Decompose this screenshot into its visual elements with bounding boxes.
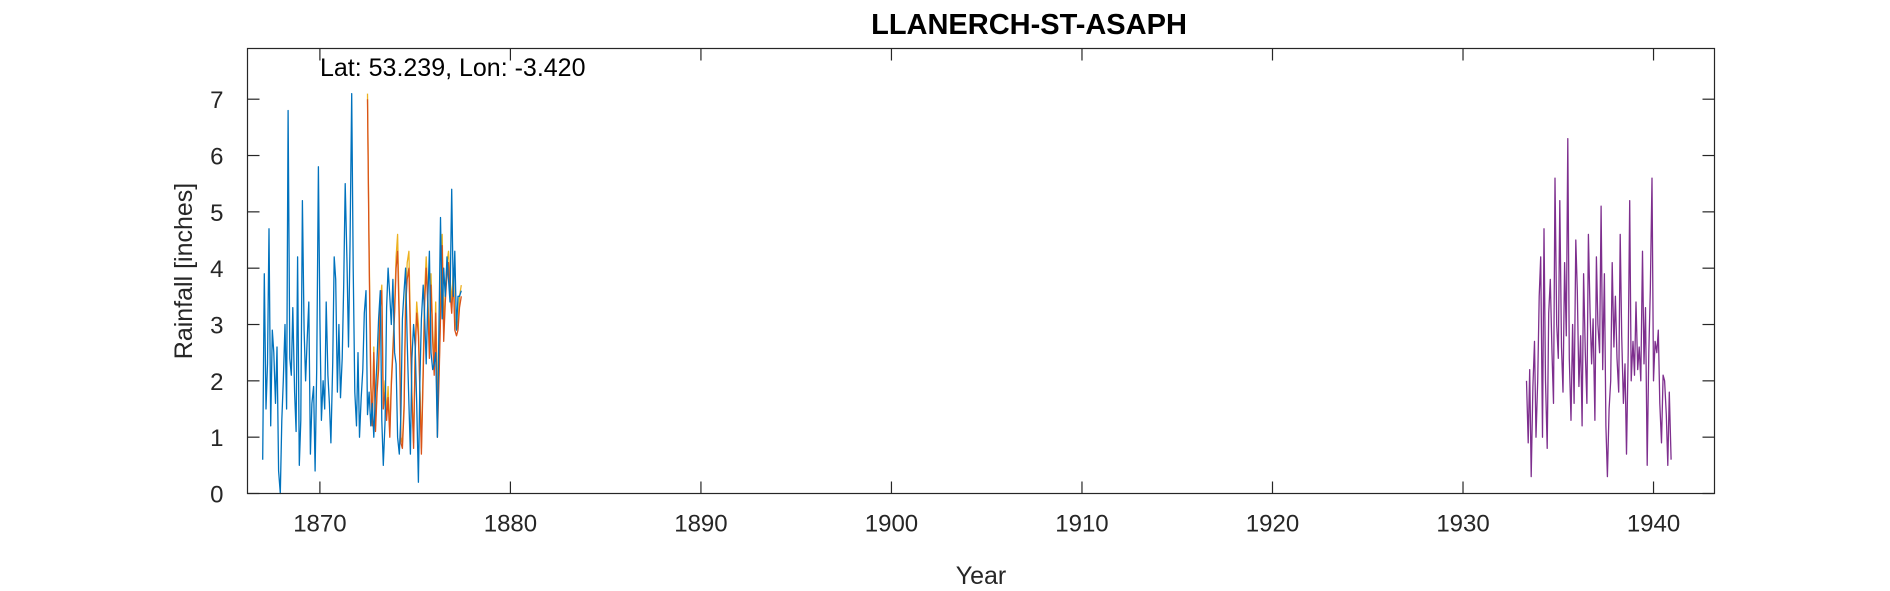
series-line-3: [262, 92, 462, 495]
plot-frame: [246, 47, 1716, 495]
y-tick-label: 4: [210, 256, 223, 283]
x-tick-label: 1900: [865, 511, 918, 538]
location-annotation: Lat: 53.239, Lon: -3.420: [320, 54, 586, 82]
x-tick-label: 1910: [1055, 511, 1108, 538]
x-tick-label: 1880: [484, 511, 537, 538]
y-tick-label: 2: [210, 369, 223, 396]
y-tick-label: 6: [210, 144, 223, 171]
x-axis-label: Year: [956, 562, 1007, 590]
x-tick-label: 1930: [1436, 511, 1489, 538]
y-tick-label: 7: [210, 87, 223, 114]
y-tick-label: 5: [210, 200, 223, 227]
chart-title: LLANERCH-ST-ASAPH: [871, 9, 1187, 41]
y-tick-label: 1: [210, 425, 223, 452]
y-axis-label: Rainfall [inches]: [170, 183, 198, 359]
series-line-4: [1525, 137, 1672, 478]
x-tick-label: 1920: [1246, 511, 1299, 538]
x-tick-label: 1870: [293, 511, 346, 538]
y-tick-label: 0: [210, 482, 223, 509]
plot-area: [262, 92, 1672, 495]
x-tick-label: 1890: [674, 511, 727, 538]
x-axis: 1870 1880 1890 1900 1910 1920 1930 1940: [293, 48, 1680, 538]
x-tick-label: 1940: [1627, 511, 1680, 538]
y-axis: 0 1 2 3 4 5 6 7: [210, 87, 1715, 509]
series-line-2: [366, 99, 462, 455]
y-tick-label: 3: [210, 313, 223, 340]
